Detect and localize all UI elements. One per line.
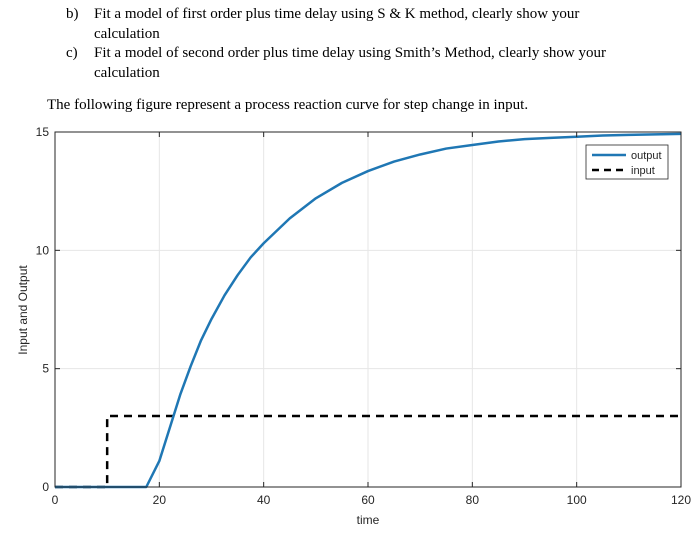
x-tick-label: 100 — [567, 493, 587, 507]
output-series-line — [55, 132, 682, 489]
x-axis-label: time — [357, 513, 380, 527]
question-c-line2: calculation — [94, 65, 160, 81]
question-b-line2: calculation — [94, 26, 160, 42]
legend-input-label: input — [631, 165, 655, 177]
x-tick-label: 0 — [52, 493, 59, 507]
figure-intro: The following figure represent a process… — [47, 97, 529, 113]
x-tick-label: 120 — [671, 493, 691, 507]
legend-box — [585, 144, 669, 180]
x-tick-label: 60 — [361, 493, 375, 507]
y-tick-label: 5 — [42, 362, 49, 376]
grid-layer — [55, 132, 681, 487]
y-tick-label: 0 — [42, 480, 49, 494]
legend: output input — [585, 144, 669, 180]
question-c-marker: c) — [66, 45, 78, 61]
question-c-line1: Fit a model of second order plus time de… — [94, 45, 607, 61]
y-tick-label: 15 — [36, 125, 50, 139]
question-b-line1: Fit a model of first order plus time del… — [94, 6, 580, 22]
x-tick-label: 40 — [257, 493, 271, 507]
y-tick-label: 10 — [36, 243, 50, 257]
input-series-line — [55, 414, 681, 489]
legend-output-label: output — [631, 150, 662, 162]
question-b-marker: b) — [66, 6, 79, 22]
x-tick-label: 80 — [466, 493, 480, 507]
y-axis-label: Input and Output — [16, 265, 30, 355]
series-layer — [55, 132, 682, 489]
x-tick-label: 20 — [153, 493, 167, 507]
tick-layer: 0 20 40 60 80 100 120 0 5 10 15 — [36, 125, 692, 507]
